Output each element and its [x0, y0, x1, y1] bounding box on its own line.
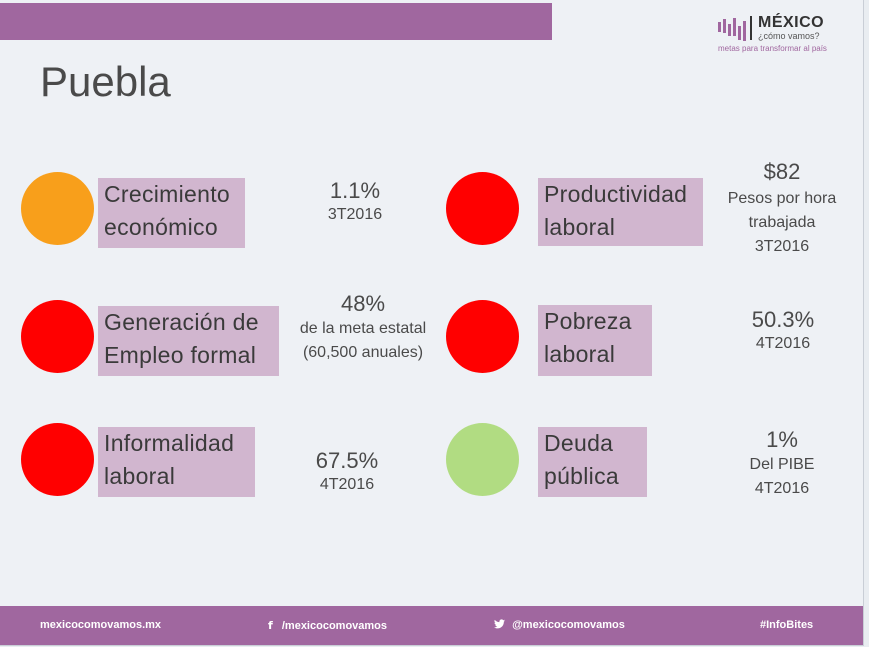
label-line: laboral — [544, 341, 616, 367]
indicator-label-productividad: Productividad laboral — [538, 178, 703, 246]
label-line: Empleo formal — [104, 342, 257, 368]
indicator-value-crecimiento: 1.1% 3T2016 — [300, 177, 410, 226]
value-main: 50.3% — [751, 307, 815, 332]
label-line: económico — [104, 214, 218, 240]
value-main: 48% — [340, 291, 386, 316]
indicator-label-informalidad: Informalidad laboral — [98, 427, 255, 497]
status-dot-deuda — [446, 423, 519, 496]
value-detail: 4T2016 — [755, 335, 811, 352]
logo-subtitle: ¿cómo vamos? — [758, 31, 820, 41]
label-line: Deuda — [544, 430, 614, 456]
value-detail: (60,500 anuales) — [302, 344, 424, 361]
value-detail: Pesos por hora — [727, 190, 837, 207]
label-line: laboral — [544, 214, 616, 240]
logo-tagline: metas para transformar al país — [718, 44, 827, 53]
label-line: pública — [544, 463, 619, 489]
logo: MÉXICO ¿cómo vamos? metas para transform… — [718, 14, 858, 60]
footer: mexicocomovamos.mx f /mexicocomovamos @m… — [0, 606, 863, 645]
label-line: laboral — [104, 463, 176, 489]
footer-facebook-link[interactable]: f /mexicocomovamos — [268, 619, 387, 632]
value-main: 1% — [766, 427, 798, 452]
indicator-label-crecimiento: Crecimiento económico — [98, 178, 245, 248]
status-dot-informalidad — [21, 423, 94, 496]
footer-website-link[interactable]: mexicocomovamos.mx — [40, 619, 162, 631]
footer-twitter-link[interactable]: @mexicocomovamos — [494, 619, 625, 631]
footer-hashtag[interactable]: #InfoBites — [760, 619, 814, 631]
value-detail: 4T2016 — [319, 476, 375, 493]
indicator-value-informalidad: 67.5% 4T2016 — [292, 447, 402, 496]
label-line: Pobreza — [544, 308, 632, 334]
indicator-value-productividad: $82 Pesos por hora trabajada 3T2016 — [712, 157, 852, 259]
status-dot-crecimiento — [21, 172, 94, 245]
top-accent-bar — [0, 3, 552, 40]
indicator-value-pobreza: 50.3% 4T2016 — [728, 306, 838, 355]
indicator-label-deuda: Deuda pública — [538, 427, 647, 497]
logo-title: MÉXICO — [758, 14, 825, 31]
label-line: Generación de — [104, 309, 259, 335]
label-line: Productividad — [544, 181, 688, 207]
twitter-icon — [494, 619, 505, 629]
value-detail: 4T2016 — [754, 480, 810, 497]
value-main: 67.5% — [315, 448, 379, 473]
value-detail: trabajada — [748, 214, 816, 231]
status-dot-productividad — [446, 172, 519, 245]
value-detail: 3T2016 — [327, 206, 383, 223]
value-main: 1.1% — [329, 178, 381, 203]
indicator-label-empleo: Generación de Empleo formal — [98, 306, 279, 376]
page-title: Puebla — [40, 58, 171, 105]
footer-twitter-handle: @mexicocomovamos — [512, 619, 625, 631]
value-detail: 3T2016 — [754, 238, 810, 255]
indicator-value-deuda: 1% Del PIBE 4T2016 — [727, 426, 837, 501]
value-main: $82 — [763, 159, 801, 184]
logo-bars-icon — [718, 16, 752, 41]
facebook-icon: f — [268, 619, 273, 632]
indicator-value-empleo: 48% de la meta estatal (60,500 anuales) — [283, 290, 443, 365]
label-line: Crecimiento — [104, 181, 231, 207]
label-line: Informalidad — [104, 430, 235, 456]
value-detail: Del PIBE — [749, 456, 815, 473]
value-detail: de la meta estatal — [299, 320, 427, 337]
indicator-label-pobreza: Pobreza laboral — [538, 305, 652, 376]
status-dot-empleo — [21, 300, 94, 373]
footer-facebook-handle: /mexicocomovamos — [281, 620, 388, 632]
status-dot-pobreza — [446, 300, 519, 373]
